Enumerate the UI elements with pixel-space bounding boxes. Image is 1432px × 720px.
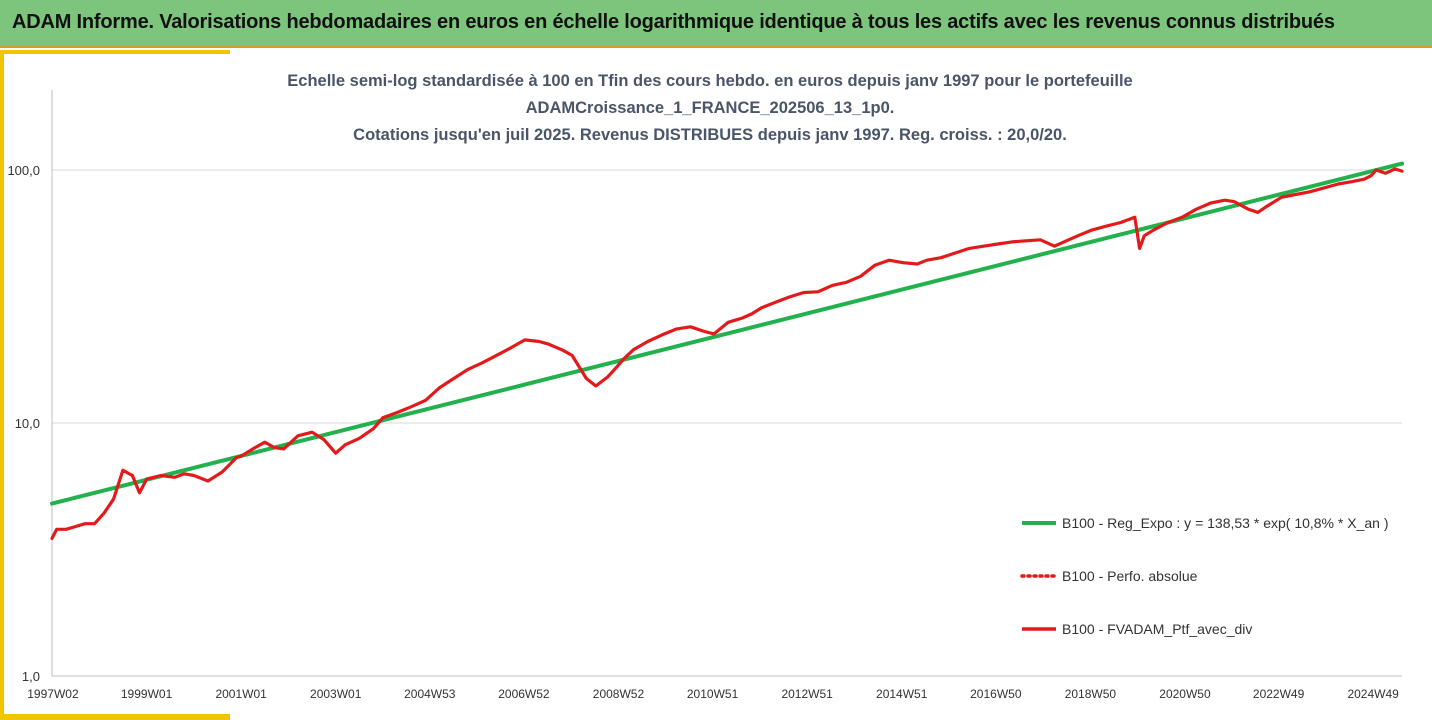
header-bar: ADAM Informe. Valorisations hebdomadaire… [0, 0, 1432, 48]
x-tick-label-7: 2010W51 [687, 687, 739, 701]
page-title: ADAM Informe. Valorisations hebdomadaire… [12, 11, 1335, 33]
series-line-0 [50, 161, 1404, 506]
x-tick-label-1: 1999W01 [121, 687, 173, 701]
y-tick-label-2: 1,0 [22, 669, 40, 684]
chart-title-line-3: Cotations jusqu'en juil 2025. Revenus DI… [353, 126, 1067, 144]
chart-title-line-1: Echelle semi-log standardisée à 100 en T… [287, 72, 1133, 90]
x-tick-label-0: 1997W02 [27, 687, 79, 701]
accent-bar-top [0, 50, 230, 54]
series-line-2 [50, 167, 1404, 541]
chart-title: Echelle semi-log standardisée à 100 en T… [170, 68, 1250, 149]
chart-title-line-2: ADAMCroissance_1_FRANCE_202506_13_1p0. [525, 99, 895, 117]
x-tick-label-8: 2012W51 [781, 687, 833, 701]
x-tick-label-12: 2020W50 [1159, 687, 1211, 701]
accent-bar-left [0, 50, 4, 720]
x-tick-label-9: 2014W51 [876, 687, 928, 701]
x-tick-label-14: 2024W49 [1347, 687, 1399, 701]
x-tick-label-2: 2001W01 [215, 687, 267, 701]
legend-label-1: B100 - Perfo. absolue [1062, 568, 1198, 584]
x-tick-label-5: 2006W52 [498, 687, 550, 701]
x-tick-label-6: 2008W52 [593, 687, 645, 701]
x-tick-label-11: 2018W50 [1065, 687, 1117, 701]
x-tick-label-10: 2016W50 [970, 687, 1022, 701]
x-tick-label-3: 2003W01 [310, 687, 362, 701]
x-tick-label-4: 2004W53 [404, 687, 456, 701]
y-tick-label-1: 10,0 [15, 416, 40, 431]
accent-bar-bottom [0, 714, 230, 720]
y-tick-label-0: 100,0 [7, 163, 40, 178]
x-tick-label-13: 2022W49 [1253, 687, 1305, 701]
legend-label-0: B100 - Reg_Expo : y = 138,53 * exp( 10,8… [1062, 515, 1388, 531]
legend-label-2: B100 - FVADAM_Ptf_avec_div [1062, 621, 1252, 637]
